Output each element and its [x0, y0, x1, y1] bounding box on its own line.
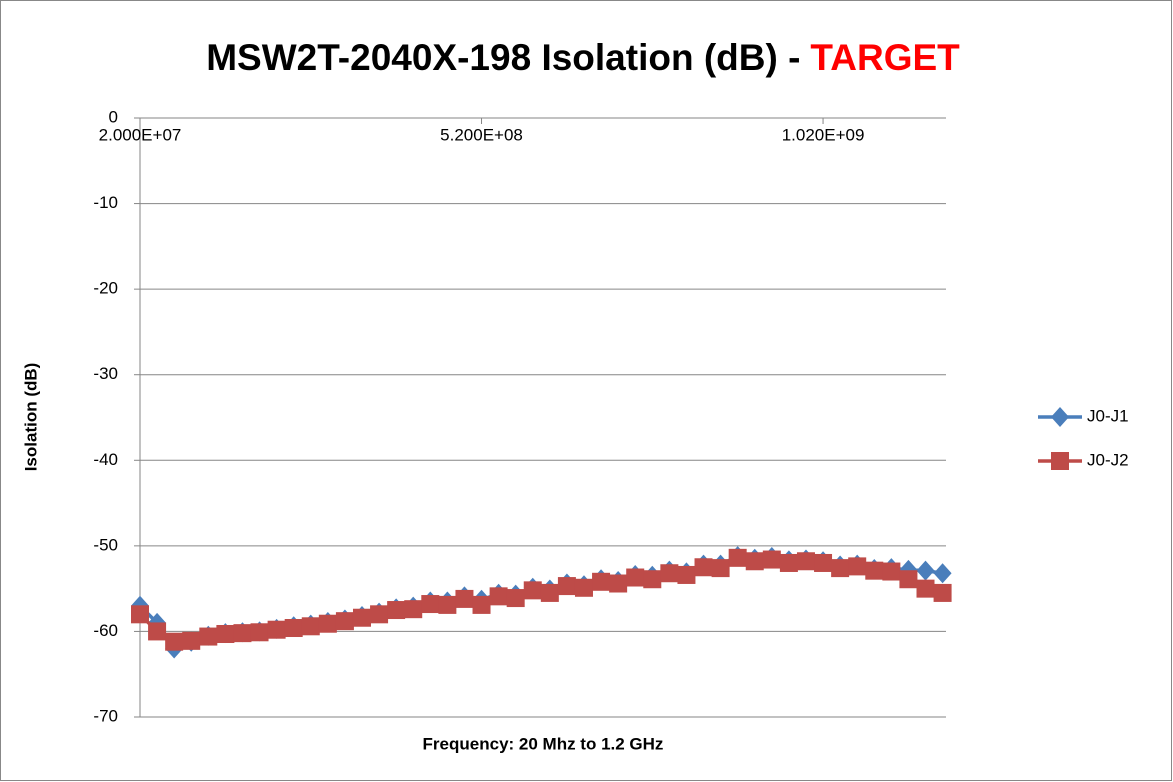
title-highlight: TARGET [810, 37, 960, 78]
data-point [216, 624, 235, 643]
y-tick-label: -10 [93, 193, 118, 212]
data-point [352, 608, 371, 627]
data-point [523, 581, 542, 600]
data-point [421, 595, 440, 614]
y-tick-label: -20 [93, 279, 118, 298]
data-point [574, 578, 593, 597]
data-point [387, 601, 406, 620]
data-point [284, 619, 303, 638]
data-point [540, 583, 559, 602]
data-point [831, 559, 850, 578]
y-tick-label: -70 [93, 706, 118, 725]
data-point [660, 564, 679, 583]
data-point [643, 570, 662, 589]
legend-label: J0-J2 [1087, 450, 1129, 469]
data-point [779, 553, 798, 572]
data-point [848, 557, 867, 576]
data-point [609, 574, 628, 593]
data-point [250, 623, 269, 642]
data-point [165, 632, 184, 651]
data-point [711, 559, 730, 578]
data-point [745, 552, 764, 571]
data-point [796, 552, 815, 571]
y-tick-label: -60 [93, 621, 118, 640]
x-tick-label: 1.020E+09 [782, 125, 865, 144]
data-point [728, 548, 747, 567]
y-tick-label: -50 [93, 535, 118, 554]
data-point [933, 583, 952, 602]
y-tick-label: -40 [93, 450, 118, 469]
data-point [814, 553, 833, 572]
data-point [148, 622, 167, 641]
title-main: MSW2T-2040X-198 Isolation (dB) - [206, 37, 800, 78]
data-point [472, 595, 491, 614]
data-point [489, 587, 508, 606]
data-point [131, 605, 149, 624]
data-point [933, 563, 952, 584]
x-tick-label: 5.200E+08 [440, 125, 523, 144]
data-point [557, 577, 576, 596]
y-tick-label: 0 [109, 107, 118, 126]
data-point [233, 624, 252, 643]
data-point [762, 550, 781, 569]
chart-title: MSW2T-2040X-198 Isolation (dB) - TARGET [206, 37, 960, 78]
data-point [404, 600, 423, 619]
data-point [626, 568, 645, 587]
data-point [182, 631, 201, 650]
data-point [865, 561, 884, 580]
data-point [318, 614, 337, 633]
data-point [592, 572, 611, 591]
data-point [916, 560, 935, 581]
legend-label: J0-J1 [1087, 406, 1129, 425]
data-point [882, 562, 901, 581]
data-point [506, 589, 525, 608]
data-point [694, 558, 713, 577]
x-tick-label: 2.000E+07 [99, 125, 182, 144]
data-point [267, 620, 286, 639]
y-axis-title: Isolation (dB) [21, 363, 40, 472]
data-point [916, 579, 935, 598]
data-point [899, 570, 918, 589]
x-axis-title: Frequency: 20 Mhz to 1.2 GHz [423, 734, 664, 753]
data-point [455, 589, 474, 608]
y-tick-label: -30 [93, 364, 118, 383]
data-point [301, 617, 320, 636]
data-point [335, 612, 354, 631]
legend-marker [1051, 452, 1069, 470]
data-point [370, 605, 389, 624]
legend-marker [1051, 407, 1069, 427]
data-point [199, 627, 218, 646]
data-point [677, 565, 696, 584]
data-point [438, 595, 457, 614]
